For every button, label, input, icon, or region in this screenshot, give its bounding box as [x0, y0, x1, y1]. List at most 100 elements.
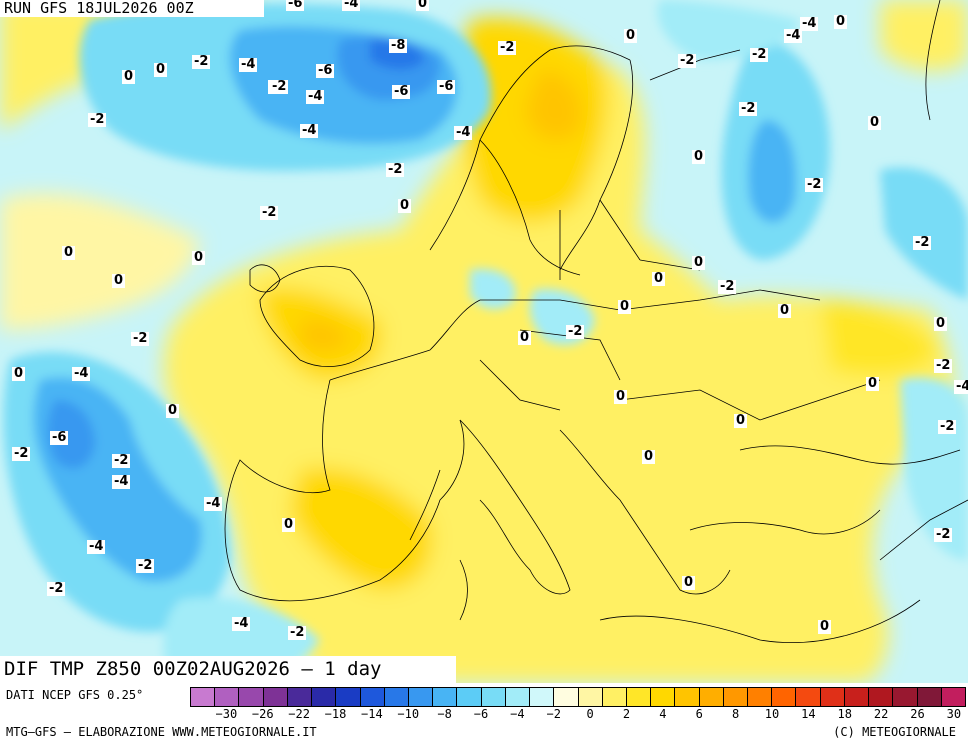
colorbar-swatch — [626, 688, 652, 706]
isoline-label: -4 — [204, 496, 223, 511]
isoline-label: 0 — [166, 403, 180, 418]
colorbar-swatch — [893, 688, 918, 706]
isoline-label: 0 — [62, 245, 76, 260]
isoline-label: 0 — [682, 575, 696, 590]
colorbar-swatch — [287, 688, 313, 706]
isoline-label: -2 — [12, 446, 31, 461]
isoline-label: 0 — [778, 303, 792, 318]
colorbar-tick-label: 22 — [873, 707, 889, 721]
colorbar-swatch — [384, 688, 409, 706]
colorbar-swatch — [917, 688, 942, 706]
isoline-label: -4 — [232, 616, 251, 631]
colorbar-swatch — [312, 688, 337, 706]
colorbar-tick-label: 2 — [622, 707, 631, 721]
colorbar-swatch — [336, 688, 361, 706]
colorbar-tick-label: −8 — [437, 707, 452, 721]
colorbar-tick-label: 0 — [586, 707, 594, 721]
isoline-label: -2 — [805, 177, 824, 192]
colorbar-ticks: −30 −26 −22 −18 −14 −10 −8 −6 −4 −2 0 2 4 6 8 10 14 18 22 2… — [190, 707, 966, 725]
isoline-label: 0 — [652, 271, 666, 286]
colorbar-swatch — [263, 688, 288, 706]
isoline-label: -2 — [47, 581, 66, 596]
colorbar-swatch — [408, 688, 434, 706]
isoline-label: -4 — [784, 28, 803, 43]
colorbar-tick-label: −18 — [324, 707, 347, 721]
isoline-label: -4 — [800, 16, 819, 31]
coastlines-and-borders — [224, 0, 968, 643]
colorbar-swatch — [699, 688, 724, 706]
isoline-label: 0 — [734, 413, 748, 428]
isoline-label: -4 — [306, 89, 325, 104]
isoline-label: 0 — [398, 198, 412, 213]
isoline-label: 0 — [692, 149, 706, 164]
isoline-label: -2 — [192, 54, 211, 69]
isoline-label: -2 — [750, 47, 769, 62]
isoline-label: 0 — [618, 299, 632, 314]
isoline-label: -2 — [739, 101, 758, 116]
isoline-label: -2 — [386, 162, 405, 177]
isoline-label: -2 — [934, 527, 953, 542]
colorbar-swatch — [215, 688, 240, 706]
isoline-label: -4 — [87, 539, 106, 554]
isoline-label: -4 — [72, 366, 91, 381]
isoline-label: -2 — [566, 324, 585, 339]
colorbar-swatch — [239, 688, 264, 706]
isoline-label: -2 — [270, 79, 289, 94]
colorbar-tick-label: −6 — [473, 707, 489, 721]
colorbar-tick-label: 26 — [910, 707, 925, 721]
colorbar-swatch — [820, 688, 845, 706]
isoline-label: -2 — [131, 331, 150, 346]
isoline-label: -4 — [300, 123, 319, 138]
map-field — [0, 0, 968, 683]
isoline-label: 0 — [868, 115, 882, 130]
isoline-label: -4 — [239, 57, 258, 72]
colorbar-swatch — [578, 688, 603, 706]
isoline-label: 0 — [818, 619, 832, 634]
isoline-label: 0 — [692, 255, 706, 270]
isoline-label: -2 — [88, 112, 107, 127]
colorbar-tick-label: −2 — [546, 707, 561, 721]
isoline-label: -6 — [437, 79, 456, 94]
isoline-label: -2 — [934, 358, 953, 373]
isoline-label: -2 — [678, 53, 697, 68]
colorbar-swatch — [748, 688, 773, 706]
isoline-label: -2 — [913, 235, 932, 250]
isoline-label: -2 — [498, 40, 517, 55]
isoline-label: -6 — [392, 84, 411, 99]
isoline-label: 0 — [934, 316, 948, 331]
warm-anomaly-areas — [0, 0, 968, 683]
isoline-label: 0 — [192, 250, 206, 265]
isoline-label: 0 — [12, 366, 26, 381]
colorbar-tick-label: 4 — [659, 707, 667, 721]
colorbar-tick-label: −14 — [361, 707, 383, 721]
copyright: (C) METEOGIORNALE — [833, 725, 956, 739]
isoline-label: -2 — [288, 625, 307, 640]
colorbar-swatch — [723, 688, 749, 706]
isoline-label: -2 — [136, 558, 155, 573]
colorbar-tick-label: −4 — [510, 707, 525, 721]
colorbar-swatch — [505, 688, 531, 706]
isoline-label: 0 — [122, 69, 136, 84]
isoline-label: -4 — [112, 474, 131, 489]
isoline-label: 0 — [518, 330, 532, 345]
colorbar-tick-label: 18 — [837, 707, 852, 721]
isoline-label: -2 — [938, 419, 957, 434]
colorbar-tick-label: −26 — [251, 707, 274, 721]
isoline-label: -2 — [718, 279, 737, 294]
data-source: DATI NCEP GFS 0.25° — [6, 688, 144, 702]
isoline-label: 0 — [624, 28, 638, 43]
map-title: DIF TMP Z850 00Z02AUG2026 — 1 day — [0, 656, 456, 683]
colorbar-swatch — [796, 688, 821, 706]
isoline-label: -2 — [112, 453, 131, 468]
colorbar-swatch — [941, 688, 965, 706]
run-title: RUN GFS 18JUL2026 00Z — [0, 0, 264, 17]
colorbar-swatch — [554, 688, 579, 706]
isoline-label: -6 — [50, 430, 69, 445]
colorbar-swatch — [191, 688, 216, 706]
isoline-label: 0 — [642, 449, 656, 464]
elaboration-credit: MTG–GFS — ELABORAZIONE WWW.METEOGIORNALE… — [6, 725, 317, 739]
colorbar-swatch — [360, 688, 385, 706]
temperature-anomaly-map: RUN GFS 18JUL2026 00Z -6 -4 0 -4 0 -2 -2… — [0, 0, 968, 683]
colorbar-tick-label: 6 — [695, 707, 703, 721]
isoline-label: -4 — [954, 380, 968, 394]
